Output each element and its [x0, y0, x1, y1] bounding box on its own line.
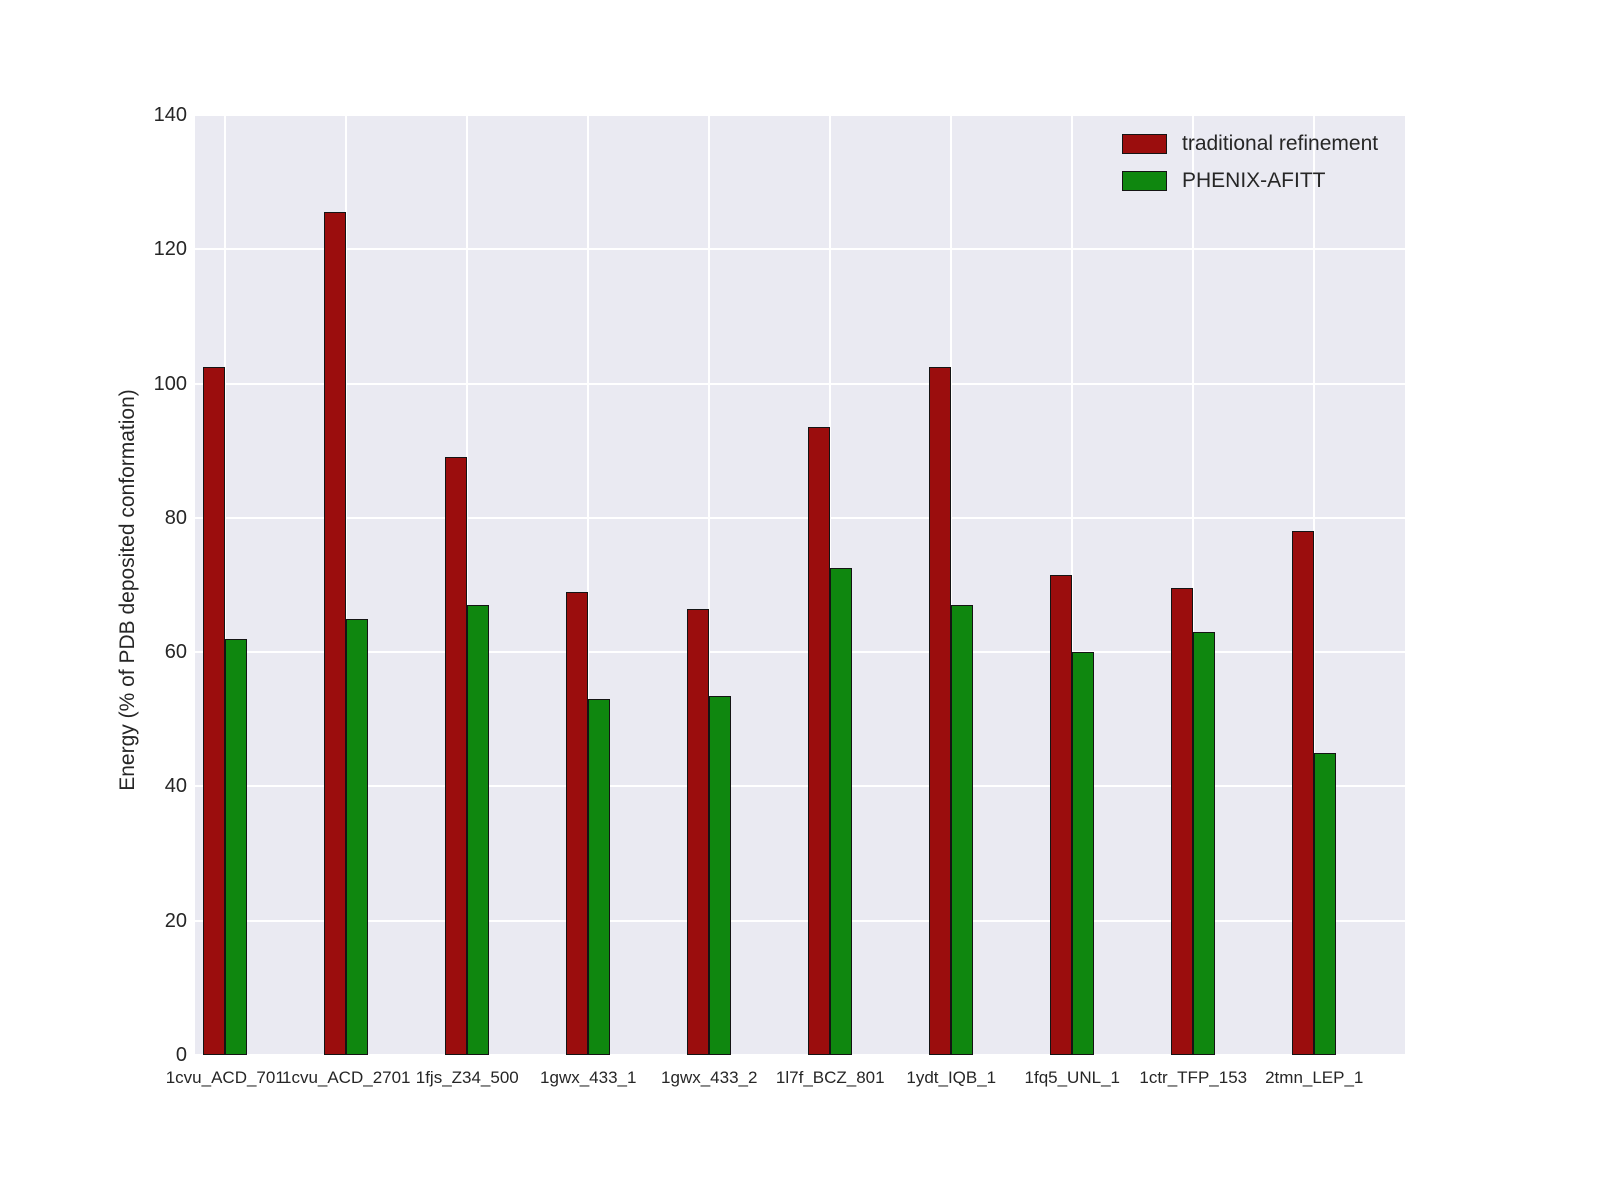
x-tick-label: 1gwx_433_2 — [661, 1068, 758, 1087]
gridline-horizontal — [195, 248, 1405, 251]
x-axis-ticks: 1cvu_ACD_701 1cvu_ACD_2701 1fjs_Z34_500 1gw… — [166, 1068, 1405, 1098]
gridline-vertical — [466, 115, 469, 1055]
legend-swatch — [1122, 134, 1167, 154]
bar-phenix-afitt — [951, 605, 974, 1055]
bar-traditional-refinement — [1171, 588, 1194, 1055]
legend-label: traditional refinement — [1182, 132, 1379, 155]
x-tick-label: 1ctr_TFP_153 — [1139, 1068, 1248, 1087]
y-axis-ticks: 0 20 40 60 80 100 120 140 — [0, 105, 187, 1065]
bar-phenix-afitt — [830, 568, 853, 1055]
bar-phenix-afitt — [709, 695, 732, 1055]
gridline-horizontal — [195, 382, 1405, 385]
x-tick-label: 2tmn_LEP_1 — [1265, 1068, 1364, 1087]
x-tick-label: 1gwx_433_1 — [540, 1068, 637, 1087]
legend-item: PHENIX-AFITT — [1122, 169, 1378, 193]
x-tick-label: 1cvu_ACD_701 — [165, 1068, 285, 1087]
gridline-vertical — [224, 115, 227, 1055]
x-tick-label: 1cvu_ACD_2701 — [281, 1068, 411, 1087]
bar-phenix-afitt — [1193, 632, 1216, 1055]
y-tick-label: 120 — [153, 238, 187, 261]
x-tick-label: 1fjs_Z34_500 — [415, 1068, 519, 1087]
bar-phenix-afitt — [346, 618, 369, 1055]
y-tick-label: 60 — [164, 641, 187, 664]
x-tick-label: 1fq5_UNL_1 — [1024, 1068, 1120, 1087]
x-tick-label: 1ydt_IQB_1 — [906, 1068, 997, 1087]
plot-area — [195, 115, 1405, 1055]
gridline-horizontal — [195, 785, 1405, 788]
gridline-vertical — [950, 115, 953, 1055]
bar-traditional-refinement — [808, 427, 831, 1055]
y-tick-label: 100 — [153, 372, 187, 395]
y-tick-label: 140 — [153, 104, 187, 126]
legend: traditional refinement PHENIX-AFITT — [1122, 132, 1378, 193]
gridline-horizontal — [195, 651, 1405, 654]
gridline-vertical — [1313, 115, 1316, 1055]
bar-traditional-refinement — [566, 591, 589, 1055]
bar-traditional-refinement — [445, 457, 468, 1055]
bar-traditional-refinement — [687, 608, 710, 1055]
bar-traditional-refinement — [929, 366, 952, 1055]
legend-item: traditional refinement — [1122, 132, 1378, 156]
gridline-vertical — [1071, 115, 1074, 1055]
bar-phenix-afitt — [225, 638, 248, 1055]
bar-phenix-afitt — [588, 699, 611, 1055]
legend-label: PHENIX-AFITT — [1182, 169, 1326, 192]
gridline-horizontal — [195, 115, 1405, 116]
gridline-horizontal — [195, 919, 1405, 922]
bar-traditional-refinement — [203, 366, 226, 1055]
gridline-vertical — [708, 115, 711, 1055]
gridline-vertical — [345, 115, 348, 1055]
gridline-horizontal — [195, 516, 1405, 519]
y-tick-label: 40 — [164, 775, 187, 798]
bar-phenix-afitt — [467, 605, 490, 1055]
bar-traditional-refinement — [1050, 574, 1073, 1055]
bar-traditional-refinement — [1292, 531, 1315, 1055]
y-tick-label: 80 — [164, 506, 187, 529]
y-tick-label: 20 — [164, 909, 187, 932]
bar-phenix-afitt — [1072, 652, 1095, 1055]
gridline-vertical — [587, 115, 590, 1055]
x-tick-label: 1l7f_BCZ_801 — [775, 1068, 885, 1087]
gridline-vertical — [1192, 115, 1195, 1055]
y-tick-label: 0 — [175, 1044, 187, 1066]
bar-traditional-refinement — [324, 212, 347, 1055]
bar-phenix-afitt — [1314, 752, 1337, 1055]
legend-swatch — [1122, 171, 1167, 191]
gridline-horizontal — [195, 1054, 1405, 1055]
